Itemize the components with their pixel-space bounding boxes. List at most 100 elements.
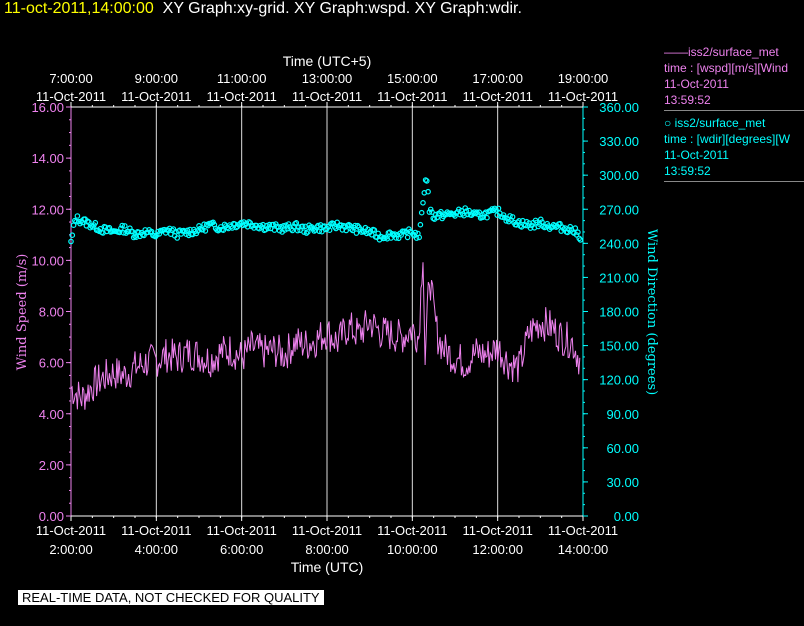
wind-direction-point <box>326 227 333 234</box>
wind-direction-point <box>416 234 423 241</box>
grid-lines <box>155 107 499 516</box>
wind-direction-point <box>358 229 365 235</box>
right-tick-label: 60.00 <box>606 441 639 456</box>
top-tick-time: 15:00:00 <box>387 71 438 86</box>
wind-direction-point <box>349 227 356 234</box>
wind-direction-point <box>537 216 544 223</box>
wind-direction-point <box>174 235 181 241</box>
bottom-tick-date: 11-Oct-2011 <box>462 523 532 538</box>
wind-direction-point <box>484 214 490 221</box>
bottom-tick-time: 4:00:00 <box>135 542 178 557</box>
series-wind-direction <box>68 177 584 245</box>
title-timestamp: 11-oct-2011,14:00:00 <box>4 0 154 17</box>
wind-direction-point <box>577 237 584 243</box>
wind-direction-point <box>417 221 424 228</box>
bottom-tick-time: 10:00:00 <box>387 542 438 557</box>
legend-field: time : [wdir][degrees][W <box>664 132 791 146</box>
wind-direction-point <box>418 209 425 216</box>
left-tick-label: 12.00 <box>31 202 64 217</box>
wind-direction-point <box>303 230 310 236</box>
wind-direction-point <box>573 232 580 238</box>
wind-direction-point <box>290 223 297 230</box>
wind-direction-point <box>184 227 191 234</box>
wind-direction-point <box>119 222 126 229</box>
wind-direction-point <box>293 220 300 226</box>
bottom-tick-time: 6:00:00 <box>220 542 263 557</box>
wind-direction-point <box>74 213 81 219</box>
wind-direction-point <box>69 232 76 239</box>
wind-direction-point <box>425 188 431 195</box>
left-tick-label: 6.00 <box>39 356 64 371</box>
wind-direction-point <box>92 219 99 226</box>
wind-direction-point <box>452 213 458 219</box>
wind-direction-point <box>315 222 321 229</box>
bottom-tick-date: 11-Oct-2011 <box>377 523 447 538</box>
wind-direction-point <box>319 228 325 235</box>
wind-direction-point <box>285 221 292 227</box>
wind-direction-point <box>304 229 311 235</box>
right-tick-label: 150.00 <box>599 339 639 354</box>
wind-direction-point <box>86 219 92 225</box>
legend-time: 13:59:52 <box>664 93 711 107</box>
series-wind-speed <box>70 262 581 410</box>
right-tick-label: 270.00 <box>599 202 639 217</box>
wind-direction-point <box>438 208 444 215</box>
quality-disclaimer: REAL-TIME DATA, NOT CHECKED FOR QUALITY <box>18 590 324 605</box>
left-tick-label: 10.00 <box>31 253 64 268</box>
legend-source: iss2/surface_met <box>674 116 766 130</box>
wind-direction-point <box>68 238 74 245</box>
wind-direction-point <box>129 228 136 235</box>
wind-direction-point <box>271 227 278 233</box>
wind-direction-point <box>393 235 399 241</box>
right-tick-label: 330.00 <box>599 134 639 149</box>
legend: ——iss2/surface_met time : [wspd][m/s][Wi… <box>664 44 804 186</box>
wind-direction-point <box>429 209 435 215</box>
right-tick-label: 240.00 <box>599 236 639 251</box>
left-tick-label: 8.00 <box>39 305 64 320</box>
wind-direction-point <box>509 214 516 220</box>
legend-item-wdir: ○ iss2/surface_met time : [wdir][degrees… <box>664 115 804 179</box>
wind-direction-point <box>404 234 411 241</box>
left-tick-label: 16.00 <box>31 100 64 115</box>
top-tick-time: 13:00:00 <box>302 71 353 86</box>
bottom-tick-date: 11-Oct-2011 <box>36 523 106 538</box>
right-tick-label: 360.00 <box>599 100 639 115</box>
right-tick-label: 0.00 <box>614 509 639 524</box>
legend-date: 11-Oct-2011 <box>664 148 729 162</box>
left-axis-label: Wind Speed (m/s) <box>15 254 30 371</box>
wind-direction-point <box>420 200 426 206</box>
wind-direction-point <box>278 223 284 230</box>
right-tick-label: 300.00 <box>599 168 639 183</box>
wind-direction-point <box>412 229 419 236</box>
right-tick-label: 210.00 <box>599 270 639 285</box>
top-tick-date: 11-Oct-2011 <box>121 89 191 104</box>
wind-direction-point <box>514 219 521 226</box>
bottom-tick-time: 12:00:00 <box>472 542 523 557</box>
right-tick-label: 180.00 <box>599 305 639 320</box>
left-tick-label: 4.00 <box>39 407 64 422</box>
wind-direction-point <box>316 228 323 235</box>
wind-direction-point <box>423 178 430 184</box>
wind-direction-point <box>567 223 574 230</box>
top-tick-date: 11-Oct-2011 <box>548 89 618 104</box>
wind-direction-point <box>566 226 572 233</box>
wind-direction-point <box>564 229 571 236</box>
wind-speed-line <box>70 262 581 410</box>
wind-direction-point <box>220 227 227 234</box>
wind-direction-point <box>196 223 202 229</box>
top-tick-date: 11-Oct-2011 <box>377 89 447 104</box>
legend-field: time : [wspd][m/s][Wind <box>664 61 789 75</box>
wind-direction-point <box>476 209 483 216</box>
legend-divider <box>664 110 804 111</box>
top-tick-date: 11-Oct-2011 <box>462 89 532 104</box>
wind-direction-point <box>427 206 434 213</box>
bottom-tick-time: 8:00:00 <box>305 542 348 557</box>
right-tick-label: 90.00 <box>606 407 639 422</box>
right-tick-label: 120.00 <box>599 373 639 388</box>
wind-direction-point <box>572 225 579 231</box>
wind-direction-point <box>371 227 378 233</box>
bottom-tick-date: 11-Oct-2011 <box>206 523 276 538</box>
wind-direction-point <box>263 222 270 229</box>
bottom-tick-date: 11-Oct-2011 <box>548 523 618 538</box>
